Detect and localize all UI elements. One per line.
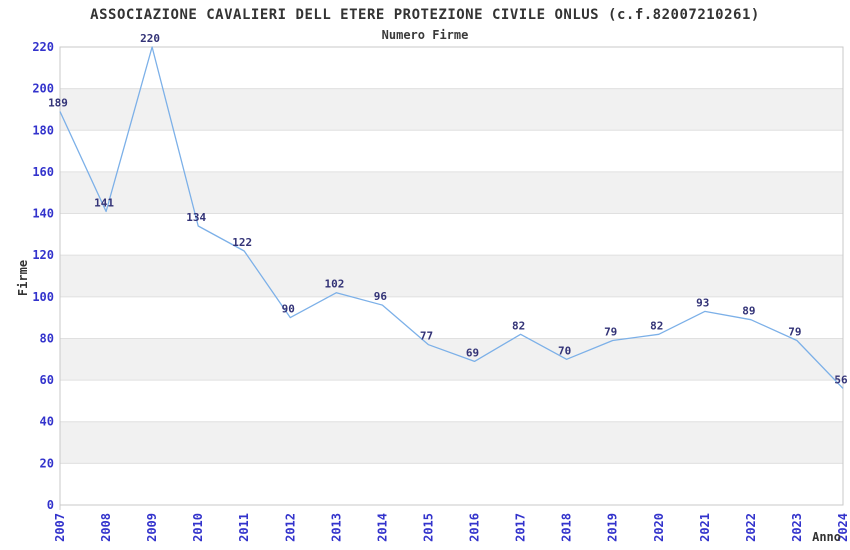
data-point-label: 102 bbox=[324, 278, 344, 291]
data-point-label: 96 bbox=[374, 290, 388, 303]
data-point-label: 189 bbox=[48, 97, 68, 110]
x-tick-label: 2019 bbox=[606, 513, 620, 542]
data-point-label: 141 bbox=[94, 197, 114, 210]
plot-border bbox=[59, 46, 844, 506]
x-tick-label: 2008 bbox=[99, 513, 113, 542]
grid-band bbox=[60, 88, 843, 131]
data-point-label: 82 bbox=[512, 319, 525, 332]
y-tick-label: 180 bbox=[32, 123, 54, 137]
x-axis-title: Anno bbox=[812, 530, 841, 544]
x-tick-label: 2017 bbox=[514, 513, 528, 542]
x-tick-label: 2022 bbox=[744, 513, 758, 542]
y-tick-label: 160 bbox=[32, 165, 54, 179]
y-tick-label: 20 bbox=[40, 456, 54, 470]
x-tick-label: 2018 bbox=[560, 513, 574, 542]
y-axis-title: Firme bbox=[16, 260, 30, 296]
data-point-label: 122 bbox=[232, 236, 252, 249]
data-point-label: 90 bbox=[282, 303, 295, 316]
grid-band bbox=[60, 255, 843, 297]
y-tick-label: 80 bbox=[40, 331, 54, 345]
data-point-label: 77 bbox=[420, 330, 433, 343]
data-point-label: 70 bbox=[558, 344, 571, 357]
x-tick-label: 2011 bbox=[237, 513, 251, 542]
y-tick-label: 0 bbox=[47, 498, 54, 512]
y-tick-label: 220 bbox=[32, 40, 54, 54]
x-tick-label: 2013 bbox=[329, 513, 343, 542]
x-tick-label: 2012 bbox=[283, 513, 297, 542]
y-tick-label: 200 bbox=[32, 82, 54, 96]
grid-band bbox=[60, 338, 843, 381]
chart-title: ASSOCIAZIONE CAVALIERI DELL ETERE PROTEZ… bbox=[90, 7, 760, 23]
chart-subtitle: Numero Firme bbox=[381, 28, 469, 42]
x-tick-label: 2023 bbox=[790, 513, 804, 542]
x-tick-label: 2015 bbox=[422, 513, 436, 542]
data-point-label: 134 bbox=[186, 211, 206, 224]
y-tick-label: 120 bbox=[32, 248, 54, 262]
x-tick-label: 2009 bbox=[145, 513, 159, 542]
grid-band bbox=[60, 421, 843, 464]
data-point-label: 220 bbox=[140, 32, 160, 45]
y-tick-label: 40 bbox=[40, 415, 54, 429]
y-tick-label: 100 bbox=[32, 290, 54, 304]
grid-band bbox=[60, 171, 843, 214]
x-tick-label: 2021 bbox=[698, 513, 712, 542]
data-point-label: 93 bbox=[696, 296, 709, 309]
x-tick-label: 2024 bbox=[836, 513, 850, 542]
x-tick-label: 2007 bbox=[53, 513, 67, 542]
series-line bbox=[59, 46, 844, 389]
data-point-label: 56 bbox=[834, 373, 848, 386]
x-tick-label: 2010 bbox=[191, 513, 205, 542]
x-tick-label: 2016 bbox=[468, 513, 482, 542]
y-tick-label: 60 bbox=[40, 373, 54, 387]
data-point-label: 79 bbox=[788, 326, 801, 339]
x-tick-label: 2020 bbox=[652, 513, 666, 542]
x-tick-label: 2014 bbox=[375, 513, 389, 542]
data-point-label: 89 bbox=[742, 305, 755, 318]
data-point-label: 79 bbox=[604, 326, 617, 339]
data-point-label: 69 bbox=[466, 346, 479, 359]
data-point-label: 82 bbox=[650, 319, 663, 332]
y-tick-label: 140 bbox=[32, 207, 54, 221]
